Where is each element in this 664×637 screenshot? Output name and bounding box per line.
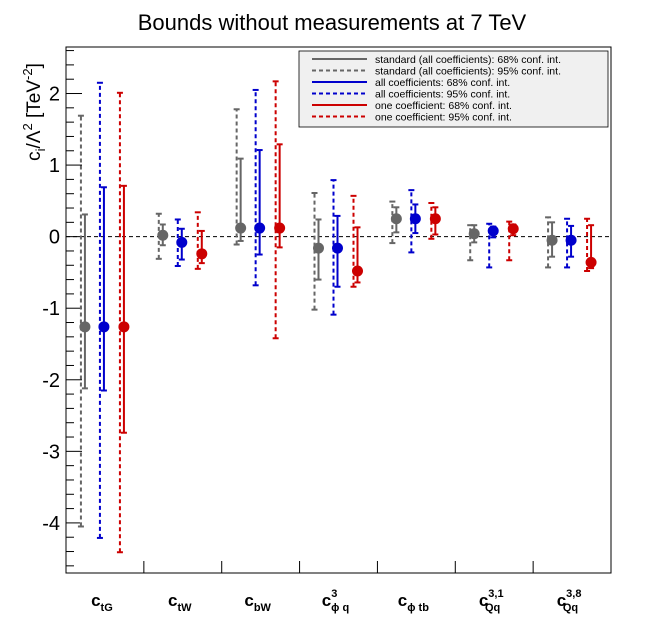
y-axis-label: ci/Λ2 [TeV-2] [20, 63, 48, 161]
central-point [390, 213, 402, 225]
category-label: c3,1 Qq [479, 588, 504, 614]
legend-entry-label: standard (all coefficients): 95% conf. i… [375, 66, 561, 78]
central-point [196, 248, 208, 260]
y-tick-label: -4 [42, 513, 60, 535]
y-tick-label: 1 [49, 155, 60, 177]
y-tick-label: -3 [42, 441, 60, 463]
series-all-coefficients [96, 81, 577, 539]
y-tick-label: 2 [49, 84, 60, 106]
central-point [332, 242, 343, 254]
y-tick-label: -1 [42, 298, 60, 320]
category-label: c3,8 Qq [557, 588, 582, 614]
central-point [429, 213, 441, 225]
central-point [176, 236, 188, 248]
legend-entry-label: one coefficient: 68% conf. int. [375, 100, 512, 112]
plot-area: -4 -3 -2 -1 0 1 2 ctG ctW cbW c3 ϕ q cϕ tb c3,1 Qq c3,8… [42, 46, 612, 614]
y-axis-title: ci/Λ2 [TeV-2] [20, 63, 48, 161]
central-point [409, 213, 421, 225]
legend-box [298, 50, 609, 128]
central-point [118, 321, 130, 333]
central-point [352, 265, 363, 277]
legend-entry-label: all coefficients: 68% conf. int. [375, 77, 510, 89]
category-label: ctG [91, 591, 113, 614]
central-point [546, 234, 558, 246]
legend-entry-label: all coefficients: 95% conf. int. [375, 89, 510, 101]
legend-entry-label: one coefficient: 95% conf. int. [375, 112, 512, 124]
plot-frame [65, 46, 612, 574]
central-point [254, 222, 266, 234]
central-point [79, 321, 91, 333]
category-label: c3 ϕ q [322, 588, 349, 614]
category-label: cϕ tb [398, 591, 429, 614]
series-one-coefficient [116, 80, 597, 554]
central-point [274, 222, 286, 234]
legend-entry-label: standard (all coefficients): 68% conf. i… [375, 54, 561, 66]
series-standard-all-coefficients- [77, 108, 558, 528]
y-tick-label: 0 [49, 227, 60, 249]
chart-title: Bounds without measurements at 7 TeV [138, 10, 527, 35]
central-point [487, 225, 499, 237]
category-label: cbW [244, 591, 271, 614]
central-point [585, 256, 597, 268]
central-point [468, 228, 480, 240]
central-point [235, 222, 247, 234]
central-point [157, 229, 169, 241]
category-label: ctW [168, 591, 192, 614]
central-point [98, 321, 110, 333]
legend: standard (all coefficients): 68% conf. i… [298, 50, 609, 128]
central-point [507, 223, 519, 235]
central-point [313, 242, 324, 254]
y-tick-label: -2 [42, 370, 60, 392]
central-point [565, 234, 577, 246]
